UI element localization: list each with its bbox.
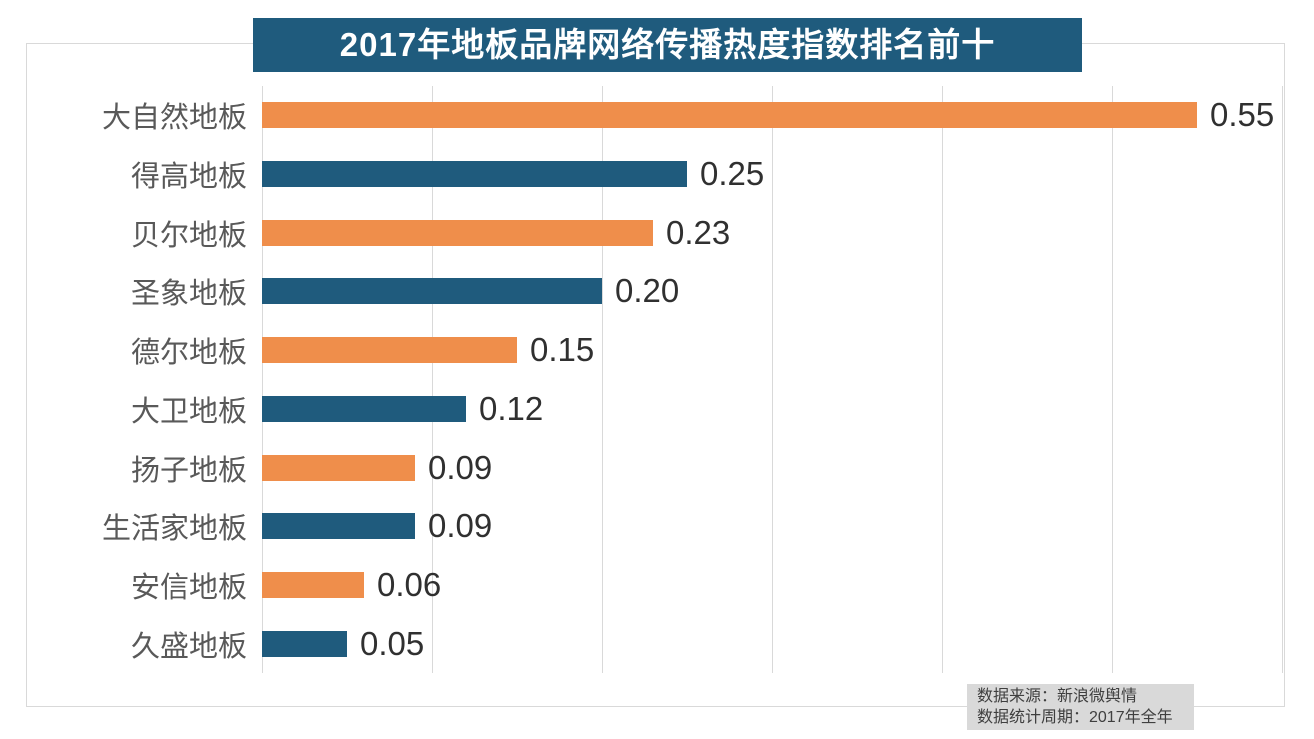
gridline bbox=[602, 86, 603, 673]
source-note-line2: 数据统计周期：2017年全年 bbox=[977, 709, 1173, 726]
category-label: 生活家地板 bbox=[101, 513, 247, 546]
bar-row: 0.23 bbox=[262, 203, 730, 262]
chart-title: 2017年地板品牌网络传播热度指数排名前十 bbox=[253, 18, 1082, 72]
category-label: 安信地板 bbox=[130, 571, 247, 604]
value-label: 0.15 bbox=[530, 331, 595, 369]
category-label: 久盛地板 bbox=[130, 630, 247, 663]
gridline bbox=[772, 86, 773, 673]
bar-row: 0.55 bbox=[262, 86, 1274, 145]
value-label: 0.05 bbox=[360, 624, 425, 662]
category-label: 大卫地板 bbox=[130, 395, 247, 428]
value-label: 0.06 bbox=[377, 565, 442, 603]
category-label: 大自然地板 bbox=[101, 102, 247, 135]
value-label: 0.25 bbox=[700, 155, 765, 193]
value-label: 0.09 bbox=[428, 507, 493, 545]
bar bbox=[262, 219, 653, 246]
bar-row: 0.15 bbox=[262, 321, 594, 380]
bar-row: 0.20 bbox=[262, 262, 679, 321]
gridline bbox=[262, 86, 263, 673]
bar-row: 0.09 bbox=[262, 497, 492, 556]
value-label: 0.23 bbox=[666, 213, 731, 251]
category-label: 圣象地板 bbox=[130, 278, 247, 311]
bar bbox=[262, 454, 415, 481]
bar bbox=[262, 278, 602, 305]
bar-row: 0.12 bbox=[262, 380, 543, 439]
category-label: 贝尔地板 bbox=[130, 219, 247, 252]
source-note-line1: 数据来源：新浪微舆情 bbox=[977, 688, 1138, 705]
category-label: 德尔地板 bbox=[130, 337, 247, 370]
bar bbox=[262, 395, 466, 422]
category-label: 扬子地板 bbox=[130, 454, 247, 487]
bar bbox=[262, 337, 517, 364]
category-axis: 大自然地板得高地板贝尔地板圣象地板德尔地板大卫地板扬子地板生活家地板安信地板久盛… bbox=[26, 86, 247, 673]
gridline bbox=[1112, 86, 1113, 673]
bar bbox=[262, 571, 364, 598]
bar-row: 0.05 bbox=[262, 614, 424, 673]
value-label: 0.20 bbox=[615, 272, 680, 310]
value-label: 0.12 bbox=[479, 389, 544, 427]
bar-row: 0.09 bbox=[262, 438, 492, 497]
bar-row: 0.06 bbox=[262, 556, 441, 615]
value-label: 0.09 bbox=[428, 448, 493, 486]
bar bbox=[262, 161, 687, 188]
gridline bbox=[432, 86, 433, 673]
plot-area: 0.55 0.25 0.23 0.20 0.15 0.12 0.09 0.09 0.06 0.05 bbox=[262, 86, 1283, 673]
chart-frame bbox=[26, 43, 1285, 707]
source-note: 数据来源：新浪微舆情 数据统计周期：2017年全年 bbox=[967, 684, 1194, 730]
bar bbox=[262, 513, 415, 540]
category-label: 得高地板 bbox=[130, 161, 247, 194]
bar bbox=[262, 102, 1197, 129]
gridline bbox=[1282, 86, 1283, 673]
bar bbox=[262, 630, 347, 657]
bar-row: 0.25 bbox=[262, 145, 764, 204]
gridline bbox=[942, 86, 943, 673]
value-label: 0.55 bbox=[1210, 96, 1275, 134]
